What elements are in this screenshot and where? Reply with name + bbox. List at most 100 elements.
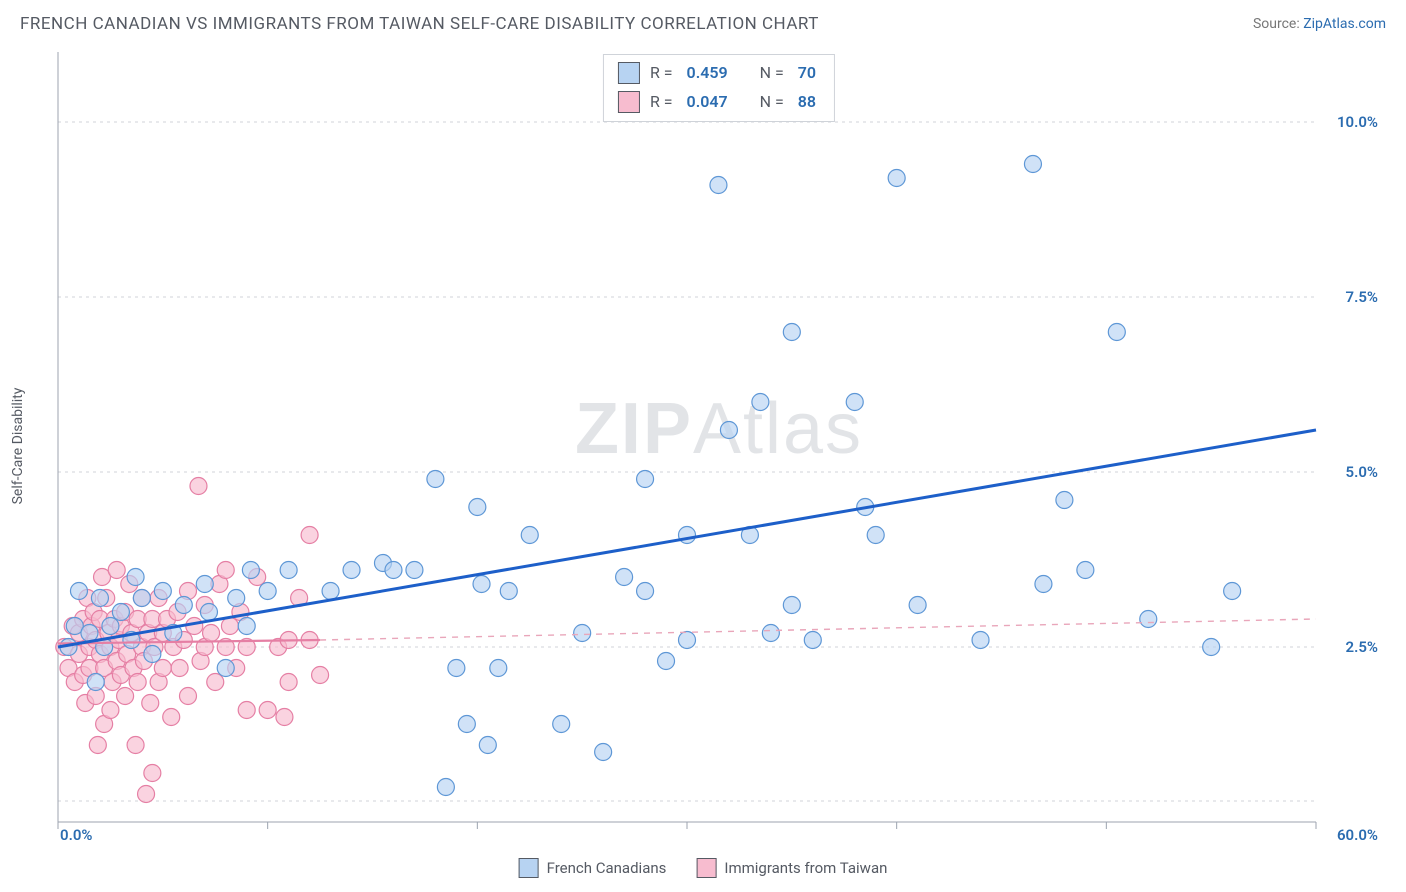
data-point-blue (200, 604, 217, 621)
data-point-blue (437, 779, 454, 796)
data-point-blue (804, 632, 821, 649)
chart-area: ZIPAtlas 2.5%5.0%7.5%10.0%0.0%60.0% R = … (52, 48, 1386, 842)
data-point-pink (89, 737, 106, 754)
data-point-blue (500, 583, 517, 600)
data-point-blue (112, 604, 129, 621)
data-point-pink (301, 527, 318, 544)
data-point-pink (259, 702, 276, 719)
data-point-blue (867, 527, 884, 544)
data-point-pink (207, 674, 224, 691)
data-point-pink (144, 765, 161, 782)
data-point-blue (228, 590, 245, 607)
data-point-pink (154, 660, 171, 677)
data-point-blue (1056, 492, 1073, 509)
y-axis-label: Self-Care Disability (10, 388, 26, 505)
data-point-pink (221, 618, 238, 635)
data-point-blue (1024, 156, 1041, 173)
data-point-blue (217, 660, 234, 677)
data-point-pink (280, 674, 297, 691)
chart-source: Source: ZipAtlas.com (1253, 16, 1386, 32)
legend-item-pink: Immigrants from Taiwan (696, 858, 887, 878)
data-point-blue (909, 597, 926, 614)
data-point-pink (171, 660, 188, 677)
data-point-blue (490, 660, 507, 677)
data-point-pink (127, 737, 144, 754)
source-link[interactable]: ZipAtlas.com (1303, 16, 1386, 32)
legend-correlation: R = 0.459 N = 70 R = 0.047 N = 88 (603, 54, 835, 122)
data-point-pink (312, 667, 329, 684)
data-point-blue (574, 625, 591, 642)
data-point-blue (175, 597, 192, 614)
data-point-blue (238, 618, 255, 635)
data-point-blue (658, 653, 675, 670)
data-point-pink (108, 562, 125, 579)
legend-row-pink: R = 0.047 N = 88 (618, 88, 820, 117)
data-point-blue (762, 625, 779, 642)
data-point-pink (203, 625, 220, 642)
svg-text:0.0%: 0.0% (60, 826, 92, 842)
data-point-blue (637, 583, 654, 600)
chart-header: FRENCH CANADIAN VS IMMIGRANTS FROM TAIWA… (0, 0, 1406, 42)
data-point-blue (473, 576, 490, 593)
data-point-blue (127, 569, 144, 586)
data-point-blue (616, 569, 633, 586)
legend-swatch-pink (696, 858, 716, 878)
data-point-pink (163, 709, 180, 726)
svg-text:7.5%: 7.5% (1346, 288, 1378, 306)
data-point-blue (242, 562, 259, 579)
data-point-blue (144, 646, 161, 663)
data-point-blue (385, 562, 402, 579)
svg-text:60.0%: 60.0% (1337, 826, 1378, 842)
data-point-blue (710, 177, 727, 194)
data-point-blue (1140, 611, 1157, 628)
data-point-blue (133, 590, 150, 607)
data-point-blue (553, 716, 570, 733)
data-point-blue (888, 170, 905, 187)
data-point-blue (720, 422, 737, 439)
legend-swatch-blue (519, 858, 539, 878)
data-point-pink (142, 695, 159, 712)
data-point-pink (117, 688, 134, 705)
data-point-blue (752, 394, 769, 411)
svg-text:10.0%: 10.0% (1337, 113, 1378, 131)
chart-title: FRENCH CANADIAN VS IMMIGRANTS FROM TAIWA… (20, 14, 819, 34)
data-point-pink (217, 562, 234, 579)
data-point-blue (1224, 583, 1241, 600)
data-point-blue (679, 632, 696, 649)
data-point-blue (1077, 562, 1094, 579)
legend-series: French Canadians Immigrants from Taiwan (519, 858, 888, 878)
data-point-blue (972, 632, 989, 649)
data-point-blue (196, 576, 213, 593)
data-point-blue (70, 583, 87, 600)
data-point-blue (783, 597, 800, 614)
data-point-blue (521, 527, 538, 544)
data-point-blue (479, 737, 496, 754)
data-point-blue (427, 471, 444, 488)
data-point-pink (190, 478, 207, 495)
data-point-blue (406, 562, 423, 579)
data-point-blue (783, 324, 800, 341)
data-point-blue (637, 471, 654, 488)
data-point-blue (81, 625, 98, 642)
data-point-blue (1203, 639, 1220, 656)
legend-swatch-blue (618, 62, 640, 84)
data-point-pink (138, 786, 155, 803)
data-point-pink (179, 688, 196, 705)
data-point-blue (154, 583, 171, 600)
data-point-blue (87, 674, 104, 691)
data-point-blue (595, 744, 612, 761)
data-point-blue (458, 716, 475, 733)
data-point-blue (280, 562, 297, 579)
data-point-blue (102, 618, 119, 635)
legend-row-blue: R = 0.459 N = 70 (618, 59, 820, 88)
trendline-blue (58, 430, 1316, 647)
data-point-pink (276, 709, 293, 726)
data-point-blue (1108, 324, 1125, 341)
legend-swatch-pink (618, 91, 640, 113)
legend-item-blue: French Canadians (519, 858, 667, 878)
data-point-pink (129, 674, 146, 691)
data-point-blue (343, 562, 360, 579)
data-point-blue (448, 660, 465, 677)
svg-text:5.0%: 5.0% (1346, 463, 1378, 481)
data-point-blue (846, 394, 863, 411)
